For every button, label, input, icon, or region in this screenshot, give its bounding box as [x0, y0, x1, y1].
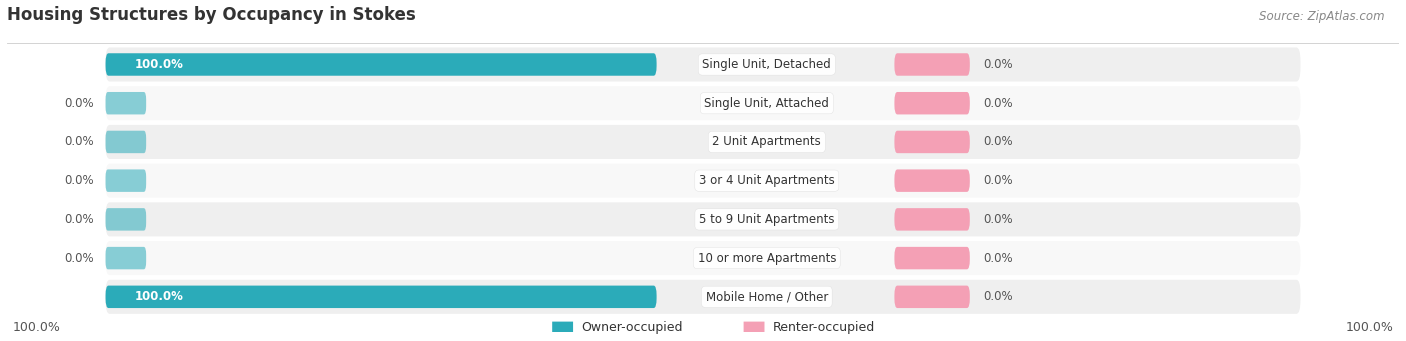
FancyBboxPatch shape	[894, 208, 970, 231]
FancyBboxPatch shape	[894, 92, 970, 115]
FancyBboxPatch shape	[105, 86, 1301, 120]
FancyBboxPatch shape	[105, 53, 657, 76]
FancyBboxPatch shape	[105, 241, 1301, 275]
Text: Single Unit, Detached: Single Unit, Detached	[703, 58, 831, 71]
FancyBboxPatch shape	[105, 247, 146, 269]
Text: 100.0%: 100.0%	[1346, 321, 1393, 333]
FancyBboxPatch shape	[105, 202, 1301, 236]
FancyBboxPatch shape	[553, 322, 574, 332]
FancyBboxPatch shape	[105, 131, 146, 153]
Text: 100.0%: 100.0%	[13, 321, 60, 333]
Text: 100.0%: 100.0%	[135, 58, 183, 71]
Text: 0.0%: 0.0%	[984, 290, 1014, 303]
FancyBboxPatch shape	[105, 286, 657, 308]
FancyBboxPatch shape	[105, 280, 1301, 314]
Text: Source: ZipAtlas.com: Source: ZipAtlas.com	[1260, 10, 1385, 23]
Text: 0.0%: 0.0%	[65, 97, 94, 110]
Text: Renter-occupied: Renter-occupied	[773, 321, 875, 333]
FancyBboxPatch shape	[744, 322, 765, 332]
FancyBboxPatch shape	[894, 131, 970, 153]
FancyBboxPatch shape	[105, 208, 146, 231]
Text: 0.0%: 0.0%	[984, 135, 1014, 148]
Text: 0.0%: 0.0%	[65, 174, 94, 187]
FancyBboxPatch shape	[894, 53, 970, 76]
Text: 2 Unit Apartments: 2 Unit Apartments	[713, 135, 821, 148]
FancyBboxPatch shape	[894, 247, 970, 269]
FancyBboxPatch shape	[894, 169, 970, 192]
Text: Owner-occupied: Owner-occupied	[581, 321, 683, 333]
Text: 100.0%: 100.0%	[135, 290, 183, 303]
Text: 0.0%: 0.0%	[984, 174, 1014, 187]
Text: 0.0%: 0.0%	[984, 213, 1014, 226]
Text: 0.0%: 0.0%	[65, 252, 94, 265]
FancyBboxPatch shape	[105, 125, 1301, 159]
Text: 0.0%: 0.0%	[984, 252, 1014, 265]
FancyBboxPatch shape	[894, 286, 970, 308]
Text: Single Unit, Attached: Single Unit, Attached	[704, 97, 830, 110]
Text: 5 to 9 Unit Apartments: 5 to 9 Unit Apartments	[699, 213, 835, 226]
Text: 3 or 4 Unit Apartments: 3 or 4 Unit Apartments	[699, 174, 835, 187]
FancyBboxPatch shape	[105, 169, 146, 192]
FancyBboxPatch shape	[105, 164, 1301, 198]
Text: 0.0%: 0.0%	[984, 58, 1014, 71]
Text: Housing Structures by Occupancy in Stokes: Housing Structures by Occupancy in Stoke…	[7, 5, 416, 24]
Text: 0.0%: 0.0%	[984, 97, 1014, 110]
Text: Mobile Home / Other: Mobile Home / Other	[706, 290, 828, 303]
Text: 0.0%: 0.0%	[65, 135, 94, 148]
FancyBboxPatch shape	[105, 47, 1301, 81]
Text: 10 or more Apartments: 10 or more Apartments	[697, 252, 837, 265]
FancyBboxPatch shape	[105, 92, 146, 115]
Text: 0.0%: 0.0%	[65, 213, 94, 226]
